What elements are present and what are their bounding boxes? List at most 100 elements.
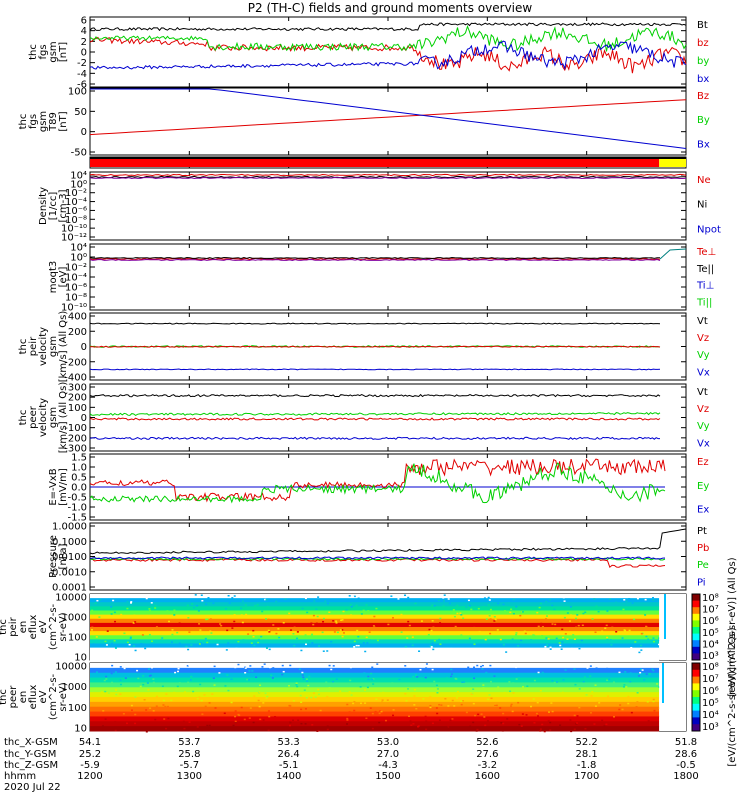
spectrum-speckle xyxy=(495,663,498,666)
spectrum-speckle xyxy=(481,664,484,667)
spectrum-speckle xyxy=(235,647,238,650)
spectrum-band xyxy=(90,721,660,727)
spectrum-speckle xyxy=(537,715,540,717)
spectrum-speckle xyxy=(576,722,579,724)
spectrum-speckle xyxy=(415,707,418,710)
spectrum-speckle xyxy=(656,683,659,685)
spectrum-speckle xyxy=(244,671,247,674)
spectrum-speckle xyxy=(487,596,490,599)
spectrum-speckle xyxy=(119,666,122,668)
spectrum-speckle xyxy=(424,676,427,679)
spectrum-speckle xyxy=(112,726,115,729)
colorbar-cell xyxy=(692,597,700,600)
spectrum-speckle xyxy=(326,728,329,731)
spectrum-speckle xyxy=(389,665,392,667)
spectrum-speckle xyxy=(335,620,338,622)
colorbar-cell xyxy=(692,595,700,598)
colorbar-cell xyxy=(692,620,700,623)
spectrum-speckle xyxy=(436,688,439,690)
spectrum-speckle xyxy=(583,657,586,660)
legend-entry: Pt xyxy=(697,526,707,537)
spectrum-speckle xyxy=(410,724,413,726)
spectrum-speckle xyxy=(364,689,367,691)
spectrum-speckle xyxy=(606,610,609,612)
spectrum-speckle xyxy=(346,723,349,725)
spectrum-speckle xyxy=(485,671,488,674)
ytick-label: 10000 xyxy=(55,662,87,673)
spectrum-speckle xyxy=(570,647,573,650)
spectrum-speckle xyxy=(165,594,168,596)
spectrum-speckle xyxy=(482,606,485,608)
spectrum-speckle xyxy=(357,644,360,647)
spectrum-speckle xyxy=(304,723,307,725)
spectrum-speckle xyxy=(551,710,554,713)
spectrum-speckle xyxy=(247,633,250,635)
spectrum-speckle xyxy=(606,667,609,670)
ytick-label: 0.5 xyxy=(71,473,87,484)
legend-entry: Vy xyxy=(697,350,710,361)
ytick-label: -400 xyxy=(64,373,87,384)
spectrum-speckle xyxy=(141,634,144,636)
spectrum-speckle xyxy=(292,700,295,702)
ytick-label: 10⁻¹² xyxy=(61,233,87,244)
spectrum-speckle xyxy=(95,671,98,673)
spectrum-speckle xyxy=(576,614,579,616)
spectrum-speckle xyxy=(573,728,576,731)
spectrum-speckle xyxy=(515,605,518,608)
ylabel-line: Density xyxy=(38,187,49,225)
xaxis-value: 28.6 xyxy=(675,749,697,760)
spectrum-speckle xyxy=(623,684,626,686)
spectrum-speckle xyxy=(105,644,108,646)
spectrum-speckle xyxy=(316,730,319,732)
ytick-label: -4 xyxy=(77,69,87,80)
spectrum-speckle xyxy=(322,620,325,623)
spectrum-speckle xyxy=(335,678,338,681)
spectrum-speckle xyxy=(563,665,566,668)
colorbar-cell xyxy=(692,712,700,715)
spectrum-speckle xyxy=(100,663,103,666)
colorbar-cell xyxy=(692,636,700,640)
spectrum-speckle xyxy=(493,654,496,656)
spectrum-speckle xyxy=(170,641,173,643)
spectrum-speckle xyxy=(242,639,245,641)
spectrum-speckle xyxy=(482,687,485,689)
spectrum-speckle xyxy=(541,723,544,726)
spectrum-speckle xyxy=(366,642,369,644)
spectrum-speckle xyxy=(451,699,454,702)
spectrum-speckle xyxy=(282,670,285,673)
spectrum-band xyxy=(90,726,660,732)
spectrum-speckle xyxy=(240,614,243,616)
ylabel-line: eflux xyxy=(28,685,39,710)
spectrum-speckle xyxy=(618,708,621,711)
spectrum-speckle xyxy=(430,646,433,648)
spectrum-speckle xyxy=(381,699,384,701)
spectrum-speckle xyxy=(461,606,464,608)
spectrum-speckle xyxy=(607,695,610,697)
spectrum-speckle xyxy=(341,629,344,631)
spectrum-speckle xyxy=(129,602,132,604)
legend-entry: Vz xyxy=(697,333,709,344)
spectrum-speckle xyxy=(103,679,106,682)
spectrum-speckle xyxy=(447,598,450,600)
spectrum-band xyxy=(90,643,660,649)
ylabel-line: fgs xyxy=(38,44,49,59)
mode-bar-red xyxy=(90,159,660,167)
spectrum-speckle xyxy=(290,629,293,631)
spectrum-speckle xyxy=(261,643,264,645)
spectrum-speckle xyxy=(311,642,314,644)
spectrum-speckle xyxy=(532,634,535,636)
spectrum-speckle xyxy=(505,651,508,653)
spectrum-speckle xyxy=(119,679,122,681)
spectrum-speckle xyxy=(265,618,268,620)
ylabel-line: gsm xyxy=(48,407,59,428)
mode-bar-yellow xyxy=(659,159,686,167)
spectrum-speckle xyxy=(306,611,309,614)
spectrum-speckle xyxy=(363,672,366,674)
spectrum-speckle xyxy=(271,677,274,679)
ylabel-line: en xyxy=(18,621,29,634)
spectrum-speckle xyxy=(252,629,255,632)
ylabel-line: peer xyxy=(28,405,39,429)
spectrum-speckle xyxy=(263,663,266,665)
spectrum-speckle xyxy=(526,685,529,687)
spectrum-speckle xyxy=(367,678,370,681)
